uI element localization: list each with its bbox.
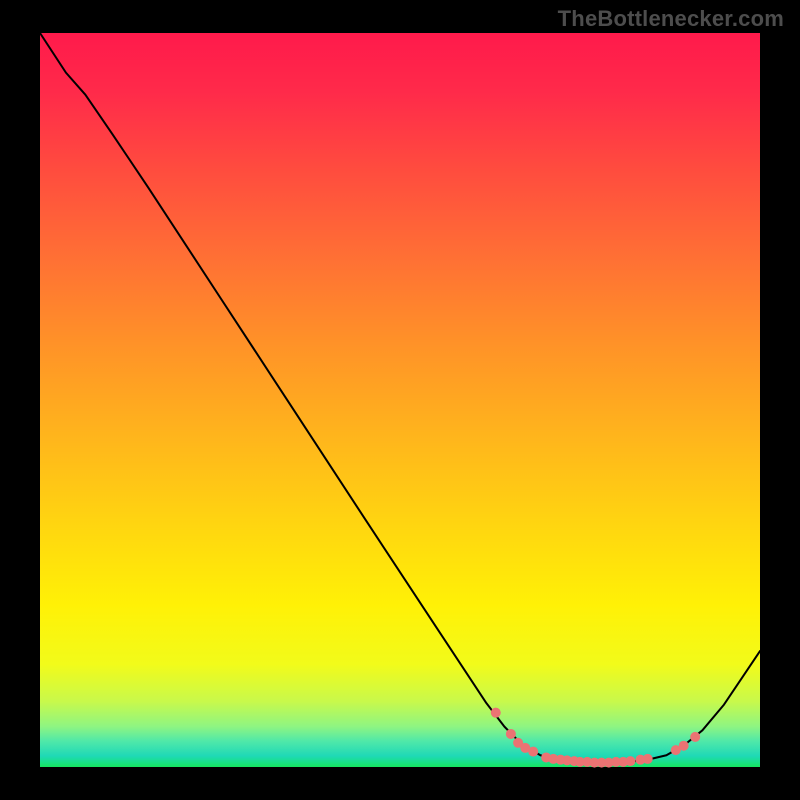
bottleneck-curve — [40, 33, 760, 763]
canvas: TheBottlenecker.com — [0, 0, 800, 800]
curve-marker — [491, 708, 501, 718]
curve-markers — [491, 708, 700, 768]
curve-layer — [40, 33, 760, 767]
curve-marker — [643, 754, 653, 764]
curve-marker — [506, 729, 516, 739]
curve-marker — [528, 747, 538, 757]
plot-area — [40, 33, 760, 767]
curve-marker — [690, 732, 700, 742]
curve-marker — [679, 741, 689, 751]
watermark-text: TheBottlenecker.com — [558, 6, 784, 32]
curve-marker — [625, 756, 635, 766]
